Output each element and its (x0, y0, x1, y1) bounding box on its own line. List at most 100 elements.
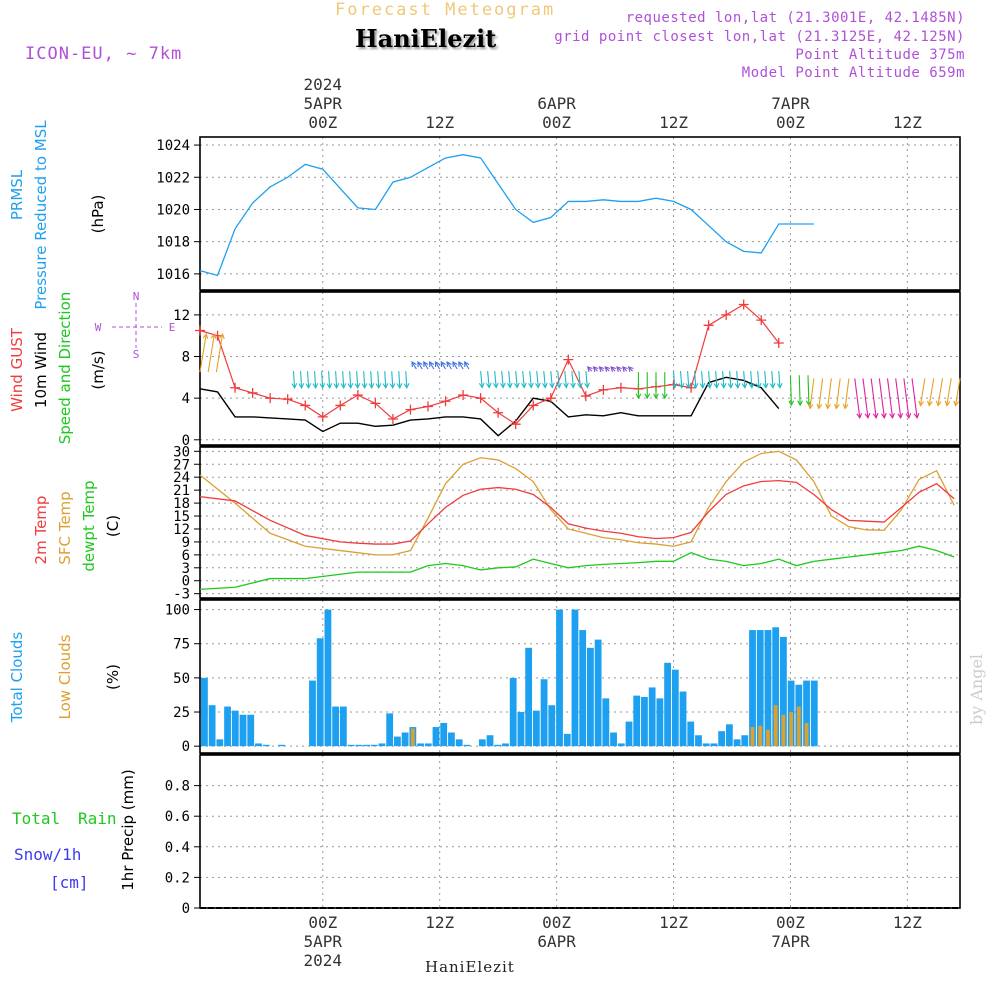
total-cloud-bar (231, 710, 239, 747)
arrow-shaft (729, 371, 732, 388)
wind-direction-arrow (513, 371, 520, 389)
gust-marker (195, 325, 205, 336)
arrow-head (678, 382, 685, 389)
arrow-head (417, 361, 423, 368)
arrow-shaft (356, 371, 359, 388)
wind-direction-arrow (584, 371, 590, 389)
label-total-clouds: Total Clouds (8, 632, 26, 724)
arrow-shaft (937, 378, 944, 406)
panel-frame-temperature (199, 446, 961, 599)
wind-direction-arrow (535, 371, 541, 389)
arrow-head (872, 412, 879, 419)
total-cloud-bar (440, 722, 448, 747)
y-tick-label: 3 (182, 561, 190, 577)
wind-direction-arrow (417, 361, 423, 370)
arrow-head (396, 383, 403, 389)
arrow-head (788, 400, 795, 407)
wind-direction-arrow (825, 378, 832, 410)
time-label-top: 00Z (776, 113, 805, 132)
total-cloud-bar (332, 706, 340, 747)
wind-direction-arrow (727, 371, 734, 389)
total-cloud-bar (563, 733, 571, 747)
arrow-head (713, 382, 720, 389)
gust-marker (317, 411, 328, 422)
arrow-head (513, 382, 520, 389)
wind-direction-arrow (291, 371, 298, 389)
total-cloud-bar (532, 710, 540, 747)
total-cloud-bar (602, 698, 610, 747)
arrow-head (592, 366, 599, 372)
arrow-head (586, 366, 593, 372)
arrow-head (699, 382, 706, 389)
total-cloud-bar (316, 638, 324, 747)
arrow-shaft (895, 378, 902, 418)
arrow-shaft (314, 371, 317, 388)
arrow-shaft (946, 378, 952, 406)
arrow-head (584, 382, 590, 389)
label-dewpt-temp: dewpt Temp (80, 480, 98, 571)
time-label-top: 12Z (893, 113, 922, 132)
wind-direction-arrow (347, 371, 354, 389)
wind-direction-arrow (423, 361, 429, 370)
total-cloud-bar (749, 630, 756, 747)
wind-direction-arrow (312, 371, 319, 389)
arrow-shaft (363, 371, 366, 388)
arrow-head (333, 383, 340, 389)
arrow-head (604, 366, 611, 372)
legend-snow: Snow/1h (14, 845, 81, 864)
gust-marker (756, 315, 767, 326)
wind-direction-arrow (671, 371, 678, 389)
y-tick-label: 100 (165, 603, 190, 619)
gust-marker (230, 382, 241, 393)
total-cloud-bar (432, 727, 440, 747)
gust-marker (580, 391, 591, 402)
wind-direction-arrow (382, 371, 389, 389)
panel-frame-pressure (199, 136, 961, 291)
y-tick-label: 50 (173, 671, 190, 687)
y-tick-label: 1016 (156, 267, 190, 283)
wind-direction-arrow (520, 371, 527, 389)
wind-direction-arrow (199, 332, 209, 373)
wind-direction-arrow (627, 366, 634, 372)
label-sfc-temp: SFC Temp (56, 491, 74, 564)
arrow-shaft (835, 378, 841, 409)
arrow-shaft (564, 371, 567, 388)
y-tick-label: 0.8 (165, 779, 190, 795)
compass-w: W (95, 321, 102, 334)
y-tick-label: -3 (173, 587, 190, 603)
arrow-shaft (701, 371, 704, 388)
arrow-shaft (818, 378, 824, 409)
y-tick-label: 24 (173, 470, 190, 486)
total-cloud-bar (370, 744, 378, 747)
y-tick-label: 0 (182, 433, 190, 449)
wind-direction-arrow (653, 372, 659, 400)
wind-direction-arrow (506, 371, 513, 389)
wind-direction-arrow (862, 378, 871, 419)
wind-direction-arrow (492, 371, 499, 389)
label-2m-temp: 2m Temp (32, 496, 50, 565)
time-label-bottom: 7APR (771, 932, 810, 951)
arrow-shaft (207, 333, 215, 373)
arrow-head (361, 383, 368, 389)
wind-direction-arrow (319, 371, 326, 389)
total-cloud-bar (509, 677, 517, 747)
wind-direction-arrow (741, 371, 748, 389)
wind-direction-arrow (586, 366, 593, 372)
low-cloud-bar (773, 705, 778, 747)
gust-marker (247, 387, 258, 398)
wind-direction-arrow (305, 371, 312, 389)
y-tick-label: 4 (182, 391, 190, 407)
wind-direction-arrow (644, 372, 651, 400)
wind-direction-arrow (755, 371, 762, 389)
arrow-head (622, 366, 628, 372)
gust-marker (475, 393, 486, 404)
wind-direction-arrow (944, 378, 952, 407)
label-celsius: (C) (104, 515, 122, 537)
arrow-shaft (854, 378, 861, 418)
wind-direction-arrow (833, 378, 841, 410)
wind-direction-arrow (769, 371, 776, 389)
arrow-shaft (715, 371, 718, 388)
arrow-shaft (434, 361, 441, 370)
total-cloud-bar (517, 712, 525, 747)
label-percent: (%) (104, 664, 122, 690)
